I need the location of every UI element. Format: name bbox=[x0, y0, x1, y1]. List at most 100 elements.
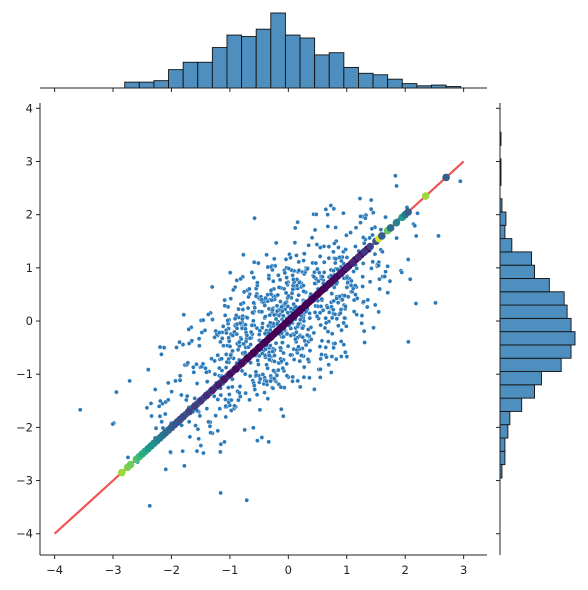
scatter-point bbox=[270, 349, 275, 354]
scatter-point bbox=[371, 325, 376, 331]
x-hist-bar bbox=[401, 83, 418, 89]
scatter-point bbox=[232, 316, 238, 321]
scatter-point bbox=[183, 397, 189, 403]
scatter-point bbox=[231, 287, 236, 293]
scatter-point bbox=[323, 320, 329, 326]
y-tick-label: −4 bbox=[16, 527, 33, 541]
scatter-point bbox=[244, 497, 250, 503]
scatter-point bbox=[222, 439, 227, 445]
scatter-point bbox=[227, 270, 233, 275]
diagonal-point bbox=[267, 333, 275, 341]
scatter-point bbox=[173, 378, 178, 384]
scatter-point bbox=[197, 343, 202, 349]
scatter-point bbox=[251, 425, 256, 431]
scatter-point bbox=[259, 435, 265, 440]
scatter-point bbox=[394, 183, 399, 189]
scatter-point bbox=[348, 230, 353, 235]
scatter-point bbox=[252, 387, 258, 392]
scatter-point bbox=[228, 352, 233, 358]
scatter-point bbox=[259, 351, 265, 356]
scatter-point bbox=[335, 300, 341, 305]
diagonal-point bbox=[185, 407, 193, 416]
diagonal-point bbox=[313, 290, 322, 299]
scatter-point bbox=[196, 436, 201, 442]
diagonal-point bbox=[360, 248, 369, 256]
scatter-point bbox=[307, 315, 313, 321]
scatter-point bbox=[325, 212, 330, 217]
scatter-point bbox=[325, 329, 331, 334]
scatter-point bbox=[251, 383, 257, 388]
scatter-point bbox=[301, 374, 307, 380]
scatter-point bbox=[223, 352, 229, 357]
scatter-point bbox=[383, 214, 388, 220]
scatter-point bbox=[125, 455, 131, 460]
main-scatter-plot: −4 −3 −2 −1 0 1 2 3 −4 −3 −2 −1 0 1 2 3 4 bbox=[16, 101, 487, 577]
scatter-point bbox=[348, 283, 354, 288]
scatter-point bbox=[318, 245, 323, 250]
scatter-point bbox=[248, 329, 254, 335]
scatter-point bbox=[295, 378, 301, 384]
scatter-point bbox=[329, 354, 335, 359]
scatter-point bbox=[220, 324, 226, 329]
scatter-point bbox=[359, 320, 365, 326]
scatter-point bbox=[305, 357, 311, 362]
scatter-point bbox=[234, 278, 240, 283]
y-tick-label: 3 bbox=[26, 154, 33, 168]
scatter-point bbox=[278, 299, 283, 304]
scatter-point bbox=[305, 327, 311, 332]
scatter-point bbox=[284, 361, 289, 367]
scatter-point bbox=[222, 313, 228, 318]
scatter-point bbox=[297, 280, 302, 285]
scatter-point bbox=[218, 490, 223, 496]
scatter-point bbox=[362, 340, 367, 345]
scatter-point bbox=[341, 210, 346, 216]
scatter-point bbox=[296, 292, 301, 298]
scatter-point bbox=[157, 413, 163, 419]
scatter-point bbox=[300, 334, 306, 340]
scatter-point bbox=[297, 317, 303, 322]
scatter-point bbox=[383, 269, 388, 274]
scatter-point bbox=[267, 357, 272, 362]
scatter-point bbox=[279, 406, 284, 412]
scatter-point bbox=[144, 405, 150, 411]
scatter-point bbox=[382, 274, 387, 279]
diagonal-point bbox=[342, 264, 351, 272]
scatter-point bbox=[257, 328, 263, 334]
scatter-point bbox=[286, 266, 292, 271]
scatter-point bbox=[339, 258, 344, 264]
scatter-point bbox=[162, 411, 168, 417]
scatter-point bbox=[169, 389, 174, 394]
scatter-point bbox=[264, 378, 269, 384]
y-hist-bar bbox=[499, 424, 509, 439]
diagonal-point bbox=[243, 354, 252, 363]
diagonal-point bbox=[319, 285, 328, 293]
scatter-point bbox=[156, 404, 162, 409]
scatter-point bbox=[77, 407, 83, 413]
scatter-point bbox=[361, 240, 367, 246]
scatter-point bbox=[185, 360, 191, 366]
scatter-point bbox=[206, 312, 211, 317]
scatter-point bbox=[294, 253, 299, 258]
scatter-point bbox=[232, 403, 237, 409]
scatter-point bbox=[363, 215, 368, 221]
scatter-point bbox=[344, 275, 350, 281]
scatter-point bbox=[152, 387, 158, 392]
scatter-point bbox=[313, 212, 319, 217]
x-hist-bar bbox=[387, 78, 403, 89]
scatter-point bbox=[222, 303, 228, 308]
scatter-point bbox=[344, 354, 350, 359]
scatter-point bbox=[320, 274, 325, 280]
scatter-point bbox=[413, 301, 419, 306]
scatter-point bbox=[317, 254, 323, 259]
scatter-point bbox=[253, 369, 259, 375]
y-hist-bar bbox=[499, 437, 506, 452]
scatter-point bbox=[208, 430, 213, 436]
scatter-point bbox=[267, 312, 273, 318]
scatter-point bbox=[331, 206, 337, 212]
scatter-point bbox=[240, 316, 245, 322]
x-hist-bar bbox=[138, 81, 155, 89]
scatter-point bbox=[273, 240, 279, 246]
scatter-point bbox=[250, 310, 255, 315]
scatter-point bbox=[285, 304, 291, 309]
